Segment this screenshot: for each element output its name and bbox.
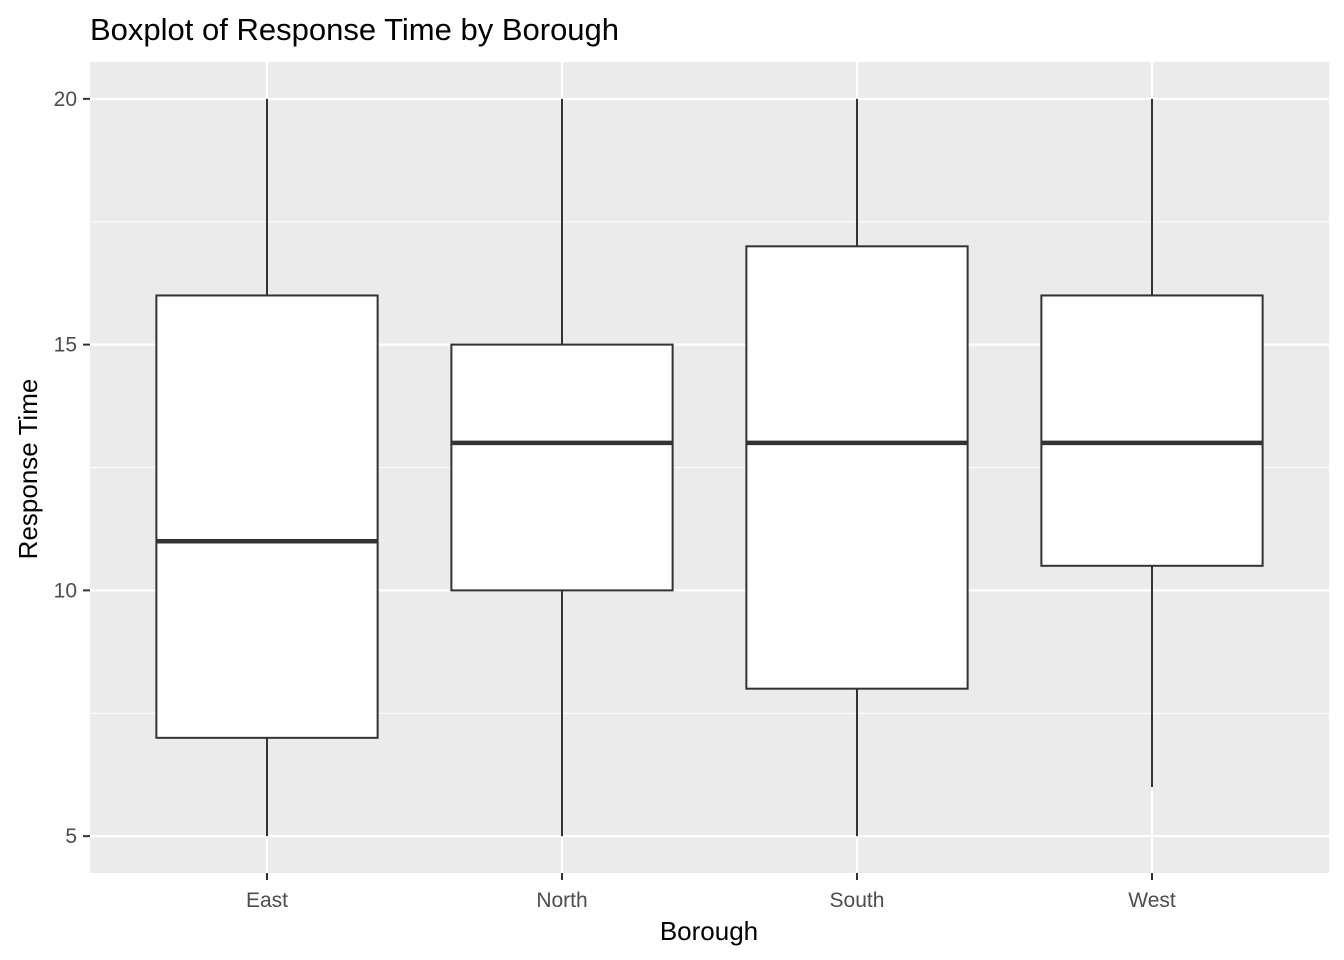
chart-title: Boxplot of Response Time by Borough (90, 12, 619, 47)
box-body (155, 294, 379, 739)
box-south (745, 98, 969, 837)
y-axis-title: Response Time (13, 379, 43, 560)
box-body (1040, 294, 1264, 567)
boxes (155, 98, 1264, 837)
y-tick-label: 5 (65, 825, 77, 848)
box-north (450, 98, 674, 837)
y-tick-label: 10 (54, 579, 77, 602)
x-tick-label: South (830, 889, 885, 912)
box-body (450, 343, 674, 592)
x-tick-label: North (536, 889, 587, 912)
box-west (1040, 98, 1264, 787)
y-tick-label: 15 (54, 334, 77, 357)
y-tick-label: 20 (54, 88, 77, 111)
x-tick-label: West (1128, 889, 1176, 912)
axes: 5 10 15 20 East North South West (54, 88, 1176, 912)
x-axis-title: Borough (660, 916, 758, 946)
box-east (155, 98, 379, 837)
x-tick-label: East (246, 889, 288, 912)
box-body (745, 245, 969, 690)
